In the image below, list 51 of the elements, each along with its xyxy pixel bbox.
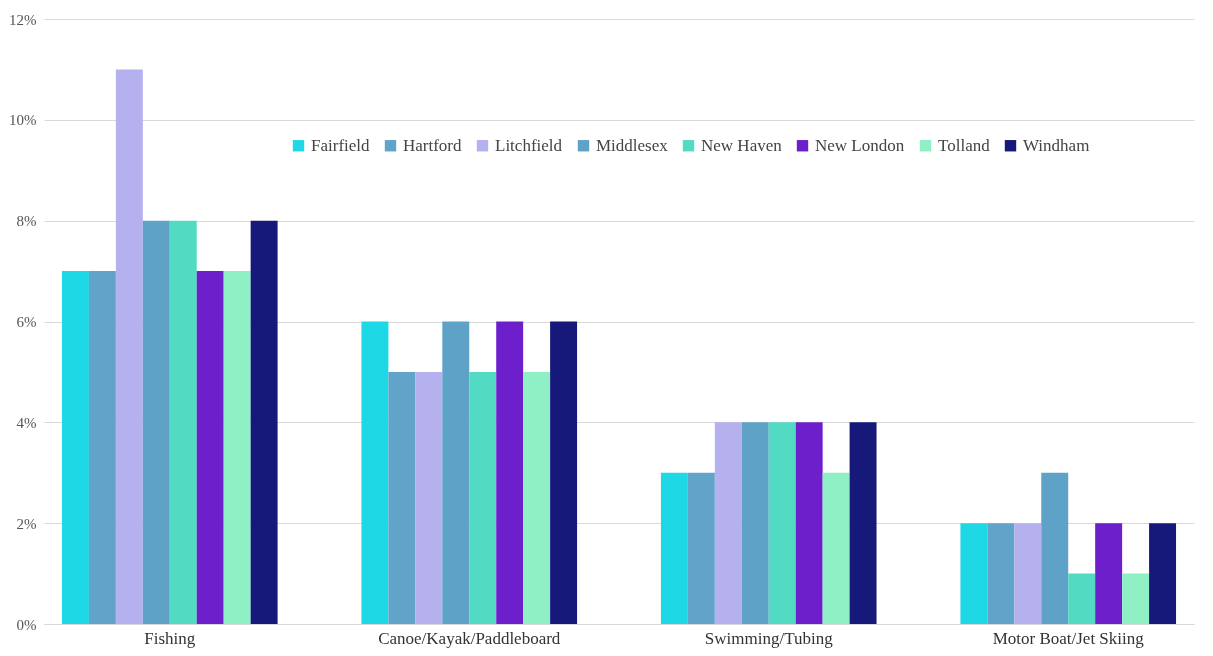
bar: [1095, 523, 1123, 624]
bar: [469, 371, 497, 624]
bar: [196, 271, 224, 624]
bar: [795, 422, 823, 624]
bar: [741, 422, 769, 624]
bar: [361, 321, 389, 624]
x-tick-label: Canoe/Kayak/Paddleboard: [378, 628, 561, 648]
bar: [250, 220, 278, 624]
legend-label: Litchfield: [495, 135, 563, 155]
bar: [768, 422, 796, 624]
legend-label: Middlesex: [596, 135, 669, 155]
y-tick-label: 6%: [16, 314, 37, 330]
bar: [687, 472, 715, 624]
bar: [388, 371, 416, 624]
bar: [714, 422, 742, 624]
bar: [142, 220, 170, 624]
legend-label: New London: [815, 135, 905, 155]
legend-label: Tolland: [938, 135, 991, 155]
bar: [1068, 573, 1096, 624]
bar: [88, 271, 116, 624]
y-tick-label: 0%: [16, 616, 37, 633]
bar: [550, 321, 578, 624]
y-tick-label: 8%: [16, 213, 37, 230]
y-tick-label: 4%: [16, 414, 37, 431]
bar: [415, 371, 443, 624]
bar: [1149, 523, 1177, 624]
legend-label: Hartford: [403, 135, 463, 155]
bar: [849, 422, 877, 624]
x-tick-label: Motor Boat/Jet Skiing: [992, 628, 1145, 648]
bar: [822, 472, 850, 624]
bar: [960, 523, 988, 624]
x-tick-label: Fishing: [144, 628, 196, 648]
bar: [660, 472, 688, 624]
bar: [442, 321, 470, 624]
bar: [169, 220, 197, 624]
y-tick-label: 12%: [9, 11, 37, 28]
x-tick-label: Swimming/Tubing: [704, 628, 834, 648]
bar: [496, 321, 524, 624]
bar: [1041, 472, 1069, 624]
bar: [61, 271, 89, 624]
bar: [987, 523, 1015, 624]
bar: [1122, 573, 1150, 624]
bar: [523, 371, 551, 624]
y-tick-label: 2%: [16, 515, 37, 532]
legend-label: New Haven: [701, 135, 783, 155]
bar: [223, 271, 251, 624]
bar: [115, 69, 143, 624]
legend-label: Fairfield: [311, 135, 371, 155]
bar: [1014, 523, 1042, 624]
y-tick-label: 10%: [9, 112, 37, 129]
legend-label: Windham: [1023, 135, 1090, 155]
